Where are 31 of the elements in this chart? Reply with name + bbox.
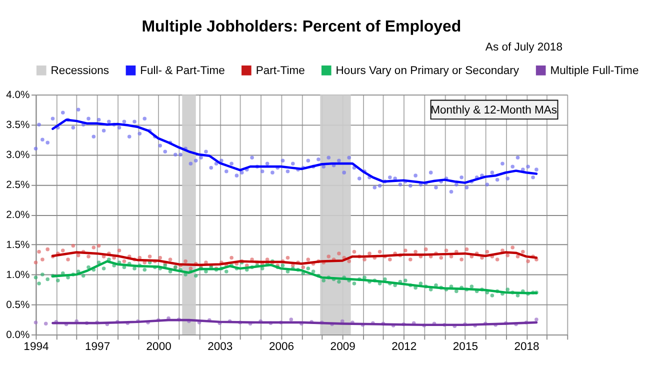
legend-label: Recessions <box>50 65 110 78</box>
x-tick-label: 2018 <box>514 340 540 353</box>
legend-label: Hours Vary on Primary or Secondary <box>336 65 520 78</box>
x-tick-label: 2006 <box>268 340 294 353</box>
legend-label: Full- & Part-Time <box>140 65 225 78</box>
x-tick-label: 2003 <box>208 340 233 353</box>
y-tick-label: 0.5% <box>6 300 30 311</box>
y-tick-label: 1.5% <box>6 240 30 251</box>
x-tick-label: 1994 <box>24 340 49 353</box>
y-tick-label: 2.0% <box>6 210 30 221</box>
point <box>44 322 48 326</box>
legend-label: Multiple Full-Time <box>550 65 639 78</box>
point <box>34 320 38 324</box>
x-tick-label: 2000 <box>146 340 172 353</box>
x-tick-label: 1997 <box>85 340 110 353</box>
text: As of July 2018 <box>485 41 562 54</box>
y-tick-label: 4.0% <box>6 90 30 101</box>
y-tick-label: 1.0% <box>6 270 30 281</box>
x-tick-label: 2015 <box>452 340 478 353</box>
y-tick-label: 3.5% <box>6 120 30 131</box>
y-tick-label: 2.5% <box>6 180 30 191</box>
y-tick-label: 3.0% <box>6 150 30 161</box>
line-series <box>52 251 538 266</box>
annotation: Monthly & 12-Month MAs <box>430 104 558 116</box>
point <box>289 318 294 322</box>
x-tick-label: 2009 <box>330 340 356 353</box>
point <box>534 318 538 322</box>
chart-title: Multiple Jobholders: Percent of Employed <box>142 18 462 36</box>
x-tick-label: 2012 <box>392 340 417 353</box>
legend-label: Part-Time <box>256 65 305 78</box>
y-tick-label: 0.0% <box>6 330 30 341</box>
